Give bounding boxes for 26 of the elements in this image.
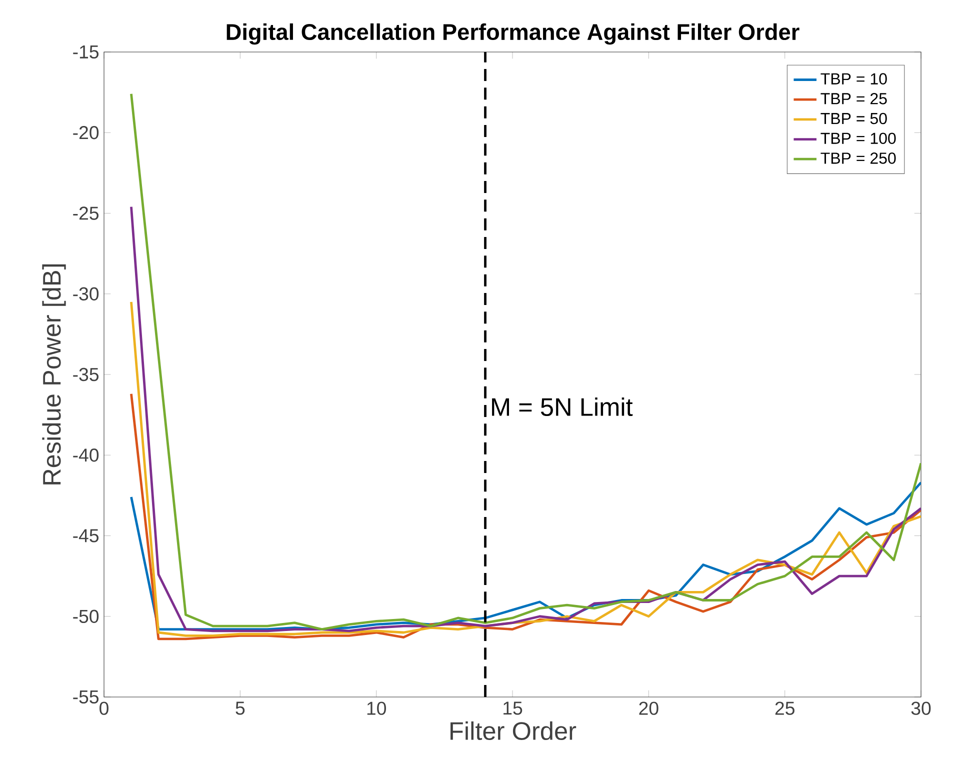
x-tick-label: 30	[911, 702, 931, 715]
legend-label: TBP = 250	[820, 152, 896, 164]
y-tick-label: -20	[73, 126, 99, 140]
line-series	[130, 392, 922, 640]
y-tick-label: -35	[73, 368, 99, 382]
annotation: M = 5N Limit	[492, 397, 633, 416]
legend-label: TBP = 100	[820, 132, 896, 144]
legend-label: TBP = 10	[820, 73, 887, 84]
x-tick-label: 15	[504, 702, 522, 715]
y-tick-label: -40	[73, 448, 99, 462]
x-tick-label: 0	[100, 702, 108, 715]
y-axis-title: Residue Power [dB]	[42, 264, 66, 484]
x-axis-title: Filter Order	[450, 721, 576, 740]
y-tick-label: -55	[73, 690, 99, 704]
x-tick-label: 20	[639, 702, 658, 715]
x-tick-label: 10	[367, 702, 386, 715]
y-tick-label: -15	[73, 45, 99, 59]
x-tick-label: 25	[775, 702, 794, 715]
y-tick-label: -30	[73, 287, 99, 300]
chart-title: Digital Cancellation Performance Against Filter Order	[226, 23, 800, 45]
y-tick-label: -25	[73, 206, 99, 220]
y-tick-label: -50	[73, 610, 99, 623]
legend-label: TBP = 50	[820, 112, 887, 124]
x-tick-label: 5	[236, 702, 245, 715]
legend-label: TBP = 25	[820, 93, 887, 104]
y-tick-label: -45	[73, 529, 99, 542]
